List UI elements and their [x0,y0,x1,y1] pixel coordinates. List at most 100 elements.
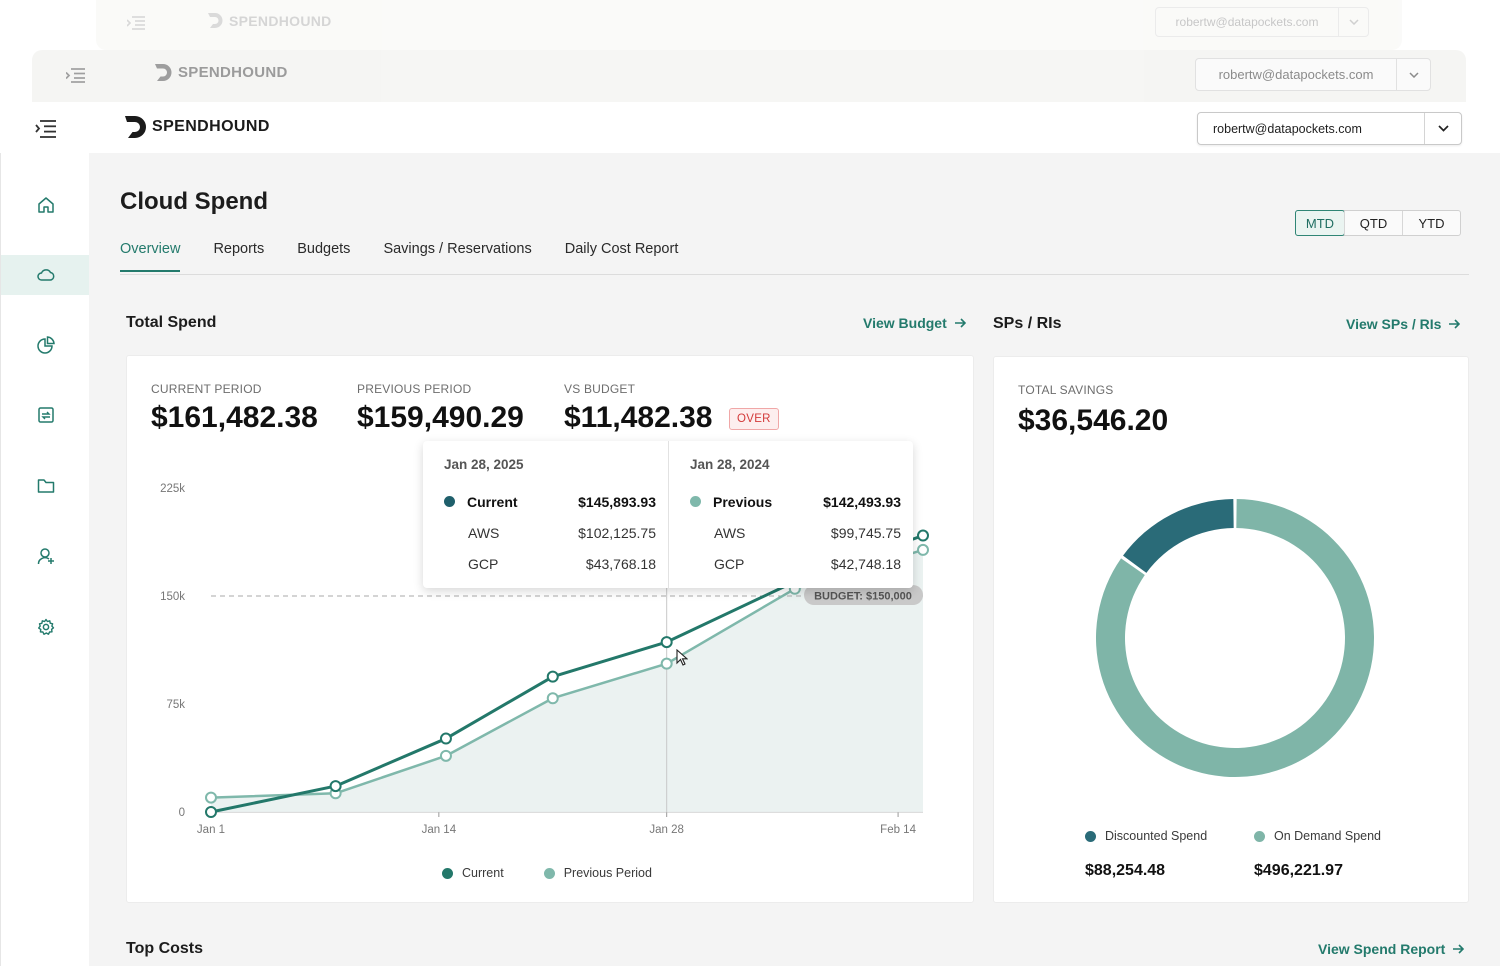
view-sps-ris-link[interactable]: View SPs / RIs [1346,316,1461,332]
tab-reports[interactable]: Reports [213,241,265,257]
tooltip-row-value: $42,748.18 [830,555,901,572]
arrow-right-icon [1453,944,1465,954]
background-account: robertw@datapockets.com [1155,7,1369,37]
period-selector: MTD QTD YTD [1295,210,1461,236]
previous-point [205,791,217,804]
chevron-down-icon[interactable] [1424,113,1461,144]
savings-donut-chart[interactable] [1095,498,1375,778]
chevron-down-icon [1338,8,1368,36]
y-tick-label: 225k [160,483,185,495]
total-spend-title: Total Spend [126,314,217,331]
budget-label-bg [804,585,923,605]
total-spend-chart[interactable]: 0 75k 150k 225k Jan 1 Jan 14 Jan 28 Feb 14 BUDGE… [126,355,974,903]
background-account: robertw@datapockets.com [1195,58,1431,91]
legend-on-demand: On Demand Spend [1274,829,1382,843]
view-spend-report-link[interactable]: View Spend Report [1318,941,1465,957]
donut-legend-discounted: Discounted Spend [1085,829,1207,843]
background-logo-text: SPENDHOUND [229,12,332,29]
tooltip-row-name: GCP [714,555,745,572]
logo-text: SPENDHOUND [152,118,270,135]
top-costs-title: Top Costs [126,940,204,957]
metric-current-period: CURRENT PERIOD $161,482.38 [151,382,318,435]
current-point [329,780,342,793]
sidebar-item-users[interactable] [1,536,90,576]
tooltip-current: Jan 28, 2025 Current $145,893.93 AWS $102,… [423,441,668,588]
tooltip-date: Jan 28, 2024 [690,457,770,472]
page-title: Cloud Spend [120,188,268,215]
tab-savings-reservations[interactable]: Savings / Reservations [383,241,532,257]
current-point [546,670,559,683]
background-logo: SPENDHOUND [154,63,288,82]
metric-value: $159,490.29 [357,401,524,434]
sidebar [0,153,90,966]
tooltip-row-value: $99,745.75 [830,524,901,541]
tab-budgets[interactable]: Budgets [297,241,351,257]
background-window-back: SPENDHOUND robertw@datapockets.com [96,0,1402,50]
tooltip-row-name: AWS [468,524,500,541]
brand-logo[interactable]: SPENDHOUND [124,115,270,139]
account-email: robertw@datapockets.com [1213,121,1362,136]
arrow-right-icon [1449,319,1461,329]
y-tick-label: 75k [166,699,185,711]
y-tick-label: 0 [179,807,185,819]
view-budget-link[interactable]: View Budget [863,315,966,331]
background-logo: SPENDHOUND [207,12,332,29]
sidebar-item-home[interactable] [1,185,90,225]
metric-value: $11,482.38 [564,401,713,434]
cloud-icon [36,269,54,281]
tooltip-series-name: Current [467,493,518,510]
tooltip-row: AWS $99,745.75 [690,517,901,548]
top-bar: SPENDHOUND robertw@datapockets.com [0,103,1500,153]
background-logo-text: SPENDHOUND [178,64,288,81]
background-email: robertw@datapockets.com [1218,67,1374,82]
donut-legend-on-demand: On Demand Spend [1254,829,1381,843]
user-icon [37,548,54,565]
x-tick-label: Jan 14 [422,824,457,836]
metric-value: $161,482.38 [151,401,318,434]
sidebar-item-files[interactable] [1,466,90,506]
period-mtd[interactable]: MTD [1295,210,1345,236]
menu-toggle-icon[interactable] [34,119,58,139]
tooltip-total: $145,893.93 [578,493,656,510]
menu-icon [127,16,145,30]
tooltip-row: GCP $42,748.18 [690,548,901,579]
sidebar-item-settings[interactable] [1,607,90,647]
tab-overview[interactable]: Overview [120,241,181,272]
discounted-swatch [1085,830,1096,842]
period-ytd[interactable]: YTD [1402,211,1460,235]
legend-current: Current [462,866,504,880]
home-icon [37,197,54,213]
tooltip-date: Jan 28, 2025 [444,457,524,472]
view-sps-ris-label: View SPs / RIs [1346,316,1442,332]
tooltip-row: AWS $102,125.75 [444,517,656,548]
background-email: robertw@datapockets.com [1175,15,1319,29]
sidebar-item-cloud[interactable] [1,255,90,295]
period-qtd[interactable]: QTD [1344,211,1402,235]
sidebar-item-analytics[interactable] [1,325,90,365]
sidebar-item-reports[interactable] [1,395,90,435]
tab-bar: Overview Reports Budgets Savings / Reser… [120,241,678,272]
current-point [439,732,452,745]
pie-chart-icon [36,336,55,354]
previous-point [917,543,929,556]
previous-area [211,549,923,812]
previous-swatch [690,496,701,507]
y-tick-label: 150k [160,591,185,603]
legend-previous: Previous Period [563,866,652,880]
chevron-down-icon [1396,59,1430,90]
tooltip-total: $142,493.93 [823,493,901,510]
x-tick-label: Feb 14 [880,824,916,836]
discounted-amount: $88,254.48 [1085,862,1166,879]
on-demand-swatch [1254,830,1265,842]
current-point [917,529,929,542]
budget-label: BUDGET: $150,000 [814,591,912,603]
metric-vs-budget: VS BUDGET $11,482.38 [564,382,713,435]
legend-discounted: Discounted Spend [1105,829,1208,843]
metric-label: VS BUDGET [564,382,636,396]
total-savings-value: $36,546.20 [1018,404,1169,437]
account-selector[interactable]: robertw@datapockets.com [1197,112,1462,145]
logo-icon [155,64,172,81]
gear-icon [37,618,54,635]
tab-daily-cost-report[interactable]: Daily Cost Report [564,241,679,257]
tooltip-row-value: $102,125.75 [578,524,656,541]
